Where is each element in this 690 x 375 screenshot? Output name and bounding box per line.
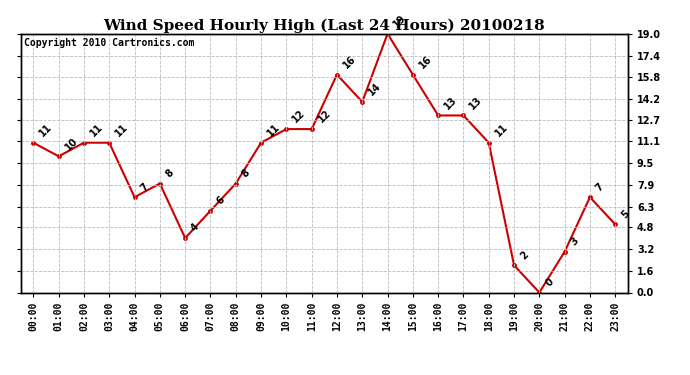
Text: 5: 5 xyxy=(620,209,631,220)
Text: 0: 0 xyxy=(544,276,555,288)
Text: 11: 11 xyxy=(493,122,509,138)
Text: 11: 11 xyxy=(113,122,130,138)
Text: 2: 2 xyxy=(518,249,530,261)
Text: 3: 3 xyxy=(569,236,581,248)
Text: 11: 11 xyxy=(265,122,282,138)
Text: 13: 13 xyxy=(468,94,484,111)
Text: Copyright 2010 Cartronics.com: Copyright 2010 Cartronics.com xyxy=(23,38,194,48)
Text: 10: 10 xyxy=(63,135,79,152)
Text: 16: 16 xyxy=(417,54,433,70)
Text: 11: 11 xyxy=(88,122,105,138)
Text: 14: 14 xyxy=(366,81,383,98)
Text: 13: 13 xyxy=(442,94,459,111)
Text: 6: 6 xyxy=(215,195,226,207)
Text: 8: 8 xyxy=(240,168,252,179)
Text: 8: 8 xyxy=(164,168,176,179)
Text: 7: 7 xyxy=(139,181,150,193)
Title: Wind Speed Hourly High (Last 24 Hours) 20100218: Wind Speed Hourly High (Last 24 Hours) 2… xyxy=(104,18,545,33)
Text: 4: 4 xyxy=(189,222,201,234)
Text: 11: 11 xyxy=(37,122,54,138)
Text: 16: 16 xyxy=(341,54,357,70)
Text: 19: 19 xyxy=(392,13,408,30)
Text: 12: 12 xyxy=(290,108,307,125)
Text: 7: 7 xyxy=(594,181,606,193)
Text: 12: 12 xyxy=(316,108,333,125)
